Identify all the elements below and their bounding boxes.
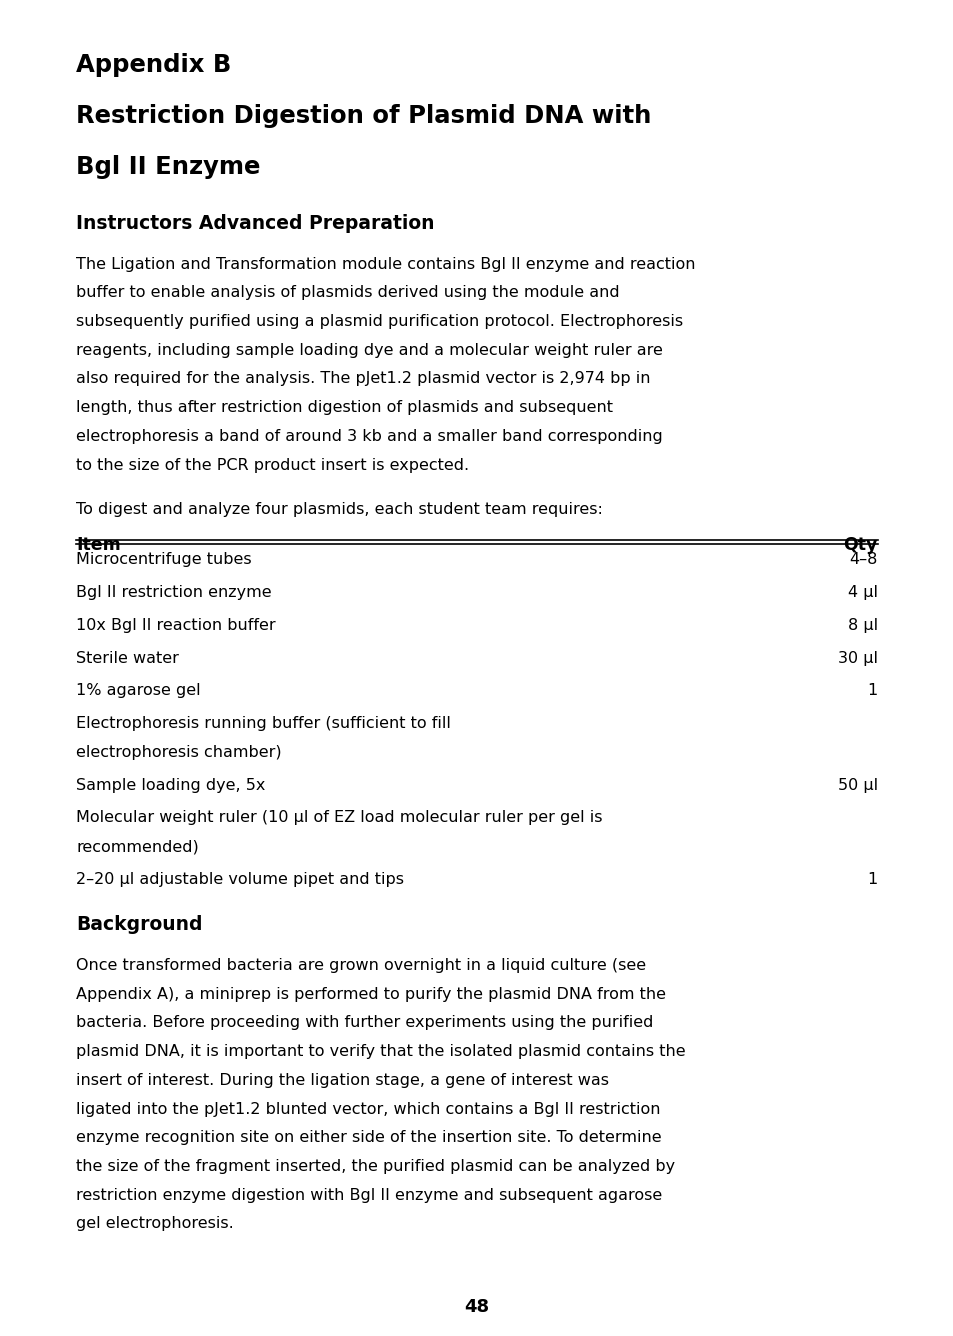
Text: Bgl II Enzyme: Bgl II Enzyme (76, 155, 260, 179)
Text: also required for the analysis. The pJet1.2 plasmid vector is 2,974 bp in: also required for the analysis. The pJet… (76, 371, 650, 386)
Text: enzyme recognition site on either side of the insertion site. To determine: enzyme recognition site on either side o… (76, 1130, 661, 1145)
Text: Background: Background (76, 915, 203, 934)
Text: 4 µl: 4 µl (847, 585, 877, 600)
Text: length, thus after restriction digestion of plasmids and subsequent: length, thus after restriction digestion… (76, 401, 613, 415)
Text: Sample loading dye, 5x: Sample loading dye, 5x (76, 778, 266, 792)
Text: 4–8: 4–8 (848, 552, 877, 568)
Text: 10x Bgl II reaction buffer: 10x Bgl II reaction buffer (76, 617, 275, 633)
Text: insert of interest. During the ligation stage, a gene of interest was: insert of interest. During the ligation … (76, 1073, 609, 1088)
Text: buffer to enable analysis of plasmids derived using the module and: buffer to enable analysis of plasmids de… (76, 286, 619, 301)
Text: Bgl II restriction enzyme: Bgl II restriction enzyme (76, 585, 272, 600)
Text: 48: 48 (464, 1297, 489, 1316)
Text: recommended): recommended) (76, 839, 199, 854)
Text: Item: Item (76, 536, 121, 554)
Text: bacteria. Before proceeding with further experiments using the purified: bacteria. Before proceeding with further… (76, 1015, 653, 1030)
Text: 1: 1 (866, 683, 877, 699)
Text: Sterile water: Sterile water (76, 651, 179, 665)
Text: Once transformed bacteria are grown overnight in a liquid culture (see: Once transformed bacteria are grown over… (76, 958, 646, 973)
Text: gel electrophoresis.: gel electrophoresis. (76, 1216, 233, 1232)
Text: 1: 1 (866, 871, 877, 887)
Text: the size of the fragment inserted, the purified plasmid can be analyzed by: the size of the fragment inserted, the p… (76, 1158, 675, 1174)
Text: subsequently purified using a plasmid purification protocol. Electrophoresis: subsequently purified using a plasmid pu… (76, 314, 682, 329)
Text: Microcentrifuge tubes: Microcentrifuge tubes (76, 552, 252, 568)
Text: ligated into the pJet1.2 blunted vector, which contains a Bgl II restriction: ligated into the pJet1.2 blunted vector,… (76, 1101, 660, 1117)
Text: electrophoresis chamber): electrophoresis chamber) (76, 744, 282, 760)
Text: Appendix B: Appendix B (76, 53, 232, 77)
Text: Molecular weight ruler (10 µl of EZ load molecular ruler per gel is: Molecular weight ruler (10 µl of EZ load… (76, 810, 602, 826)
Text: Instructors Advanced Preparation: Instructors Advanced Preparation (76, 214, 435, 232)
Text: 2–20 µl adjustable volume pipet and tips: 2–20 µl adjustable volume pipet and tips (76, 871, 404, 887)
Text: Restriction Digestion of Plasmid DNA with: Restriction Digestion of Plasmid DNA wit… (76, 104, 651, 128)
Text: Appendix A), a miniprep is performed to purify the plasmid DNA from the: Appendix A), a miniprep is performed to … (76, 986, 665, 1002)
Text: electrophoresis a band of around 3 kb and a smaller band corresponding: electrophoresis a band of around 3 kb an… (76, 429, 662, 444)
Text: restriction enzyme digestion with Bgl II enzyme and subsequent agarose: restriction enzyme digestion with Bgl II… (76, 1188, 662, 1202)
Text: Qty: Qty (842, 536, 877, 554)
Text: 30 µl: 30 µl (837, 651, 877, 665)
Text: to the size of the PCR product insert is expected.: to the size of the PCR product insert is… (76, 457, 469, 473)
Text: 1% agarose gel: 1% agarose gel (76, 683, 201, 699)
Text: reagents, including sample loading dye and a molecular weight ruler are: reagents, including sample loading dye a… (76, 343, 662, 358)
Text: To digest and analyze four plasmids, each student team requires:: To digest and analyze four plasmids, eac… (76, 502, 602, 517)
Text: plasmid DNA, it is important to verify that the isolated plasmid contains the: plasmid DNA, it is important to verify t… (76, 1045, 685, 1059)
Text: Electrophoresis running buffer (sufficient to fill: Electrophoresis running buffer (sufficie… (76, 716, 451, 731)
Text: The Ligation and Transformation module contains Bgl II enzyme and reaction: The Ligation and Transformation module c… (76, 257, 695, 271)
Text: 8 µl: 8 µl (846, 617, 877, 633)
Text: 50 µl: 50 µl (837, 778, 877, 792)
